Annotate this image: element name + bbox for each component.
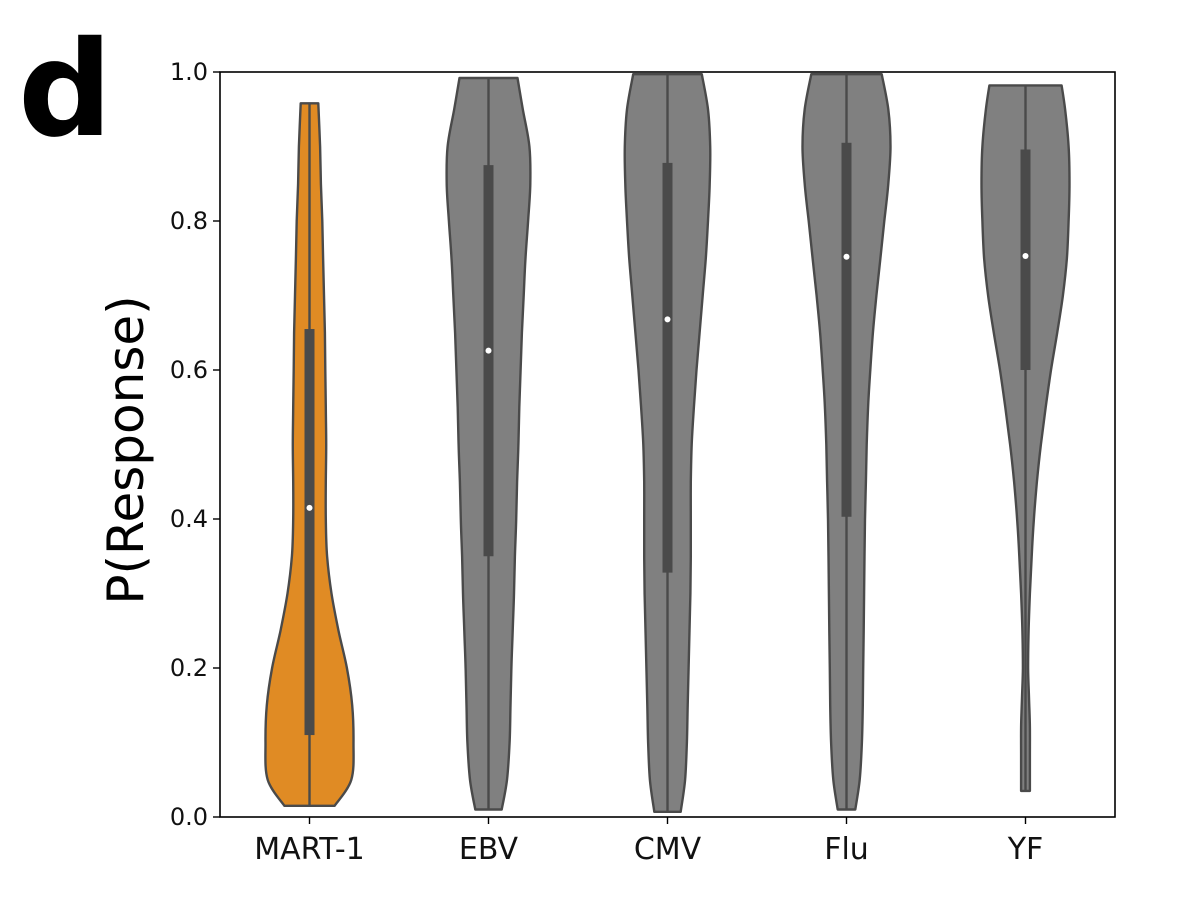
y-axis: 0.0 0.2 0.4 0.6 0.8 1.0 bbox=[170, 58, 220, 831]
y-tick-label: 0.2 bbox=[170, 654, 208, 682]
iqr-box-cmv bbox=[662, 162, 673, 573]
panel-label: d bbox=[18, 13, 113, 167]
iqr-box-yf bbox=[1020, 149, 1031, 370]
y-tick-label: 0.6 bbox=[170, 356, 208, 384]
median-dot-mart-1 bbox=[306, 504, 313, 511]
x-tick-label-flu: Flu bbox=[824, 832, 869, 867]
y-tick-label: 0.0 bbox=[170, 803, 208, 831]
x-tick-label-yf: YF bbox=[1007, 832, 1044, 867]
x-axis: MART-1 EBV CMV Flu YF bbox=[254, 817, 1043, 867]
iqr-box-flu bbox=[841, 142, 852, 517]
median-dot-ebv bbox=[485, 347, 492, 354]
median-dot-flu bbox=[843, 253, 850, 260]
y-tick-label: 1.0 bbox=[170, 58, 208, 86]
median-dot-cmv bbox=[664, 316, 671, 323]
violins bbox=[264, 73, 1071, 813]
iqr-box-mart-1 bbox=[304, 329, 315, 736]
y-tick-label: 0.4 bbox=[170, 505, 208, 533]
iqr-box-ebv bbox=[483, 165, 494, 557]
y-tick-label: 0.8 bbox=[170, 207, 208, 235]
x-tick-label-ebv: EBV bbox=[459, 832, 519, 867]
x-tick-label-mart-1: MART-1 bbox=[254, 832, 365, 867]
median-dot-yf bbox=[1022, 253, 1029, 260]
x-tick-label-cmv: CMV bbox=[634, 832, 702, 867]
y-axis-title: P(Response) bbox=[97, 295, 155, 604]
